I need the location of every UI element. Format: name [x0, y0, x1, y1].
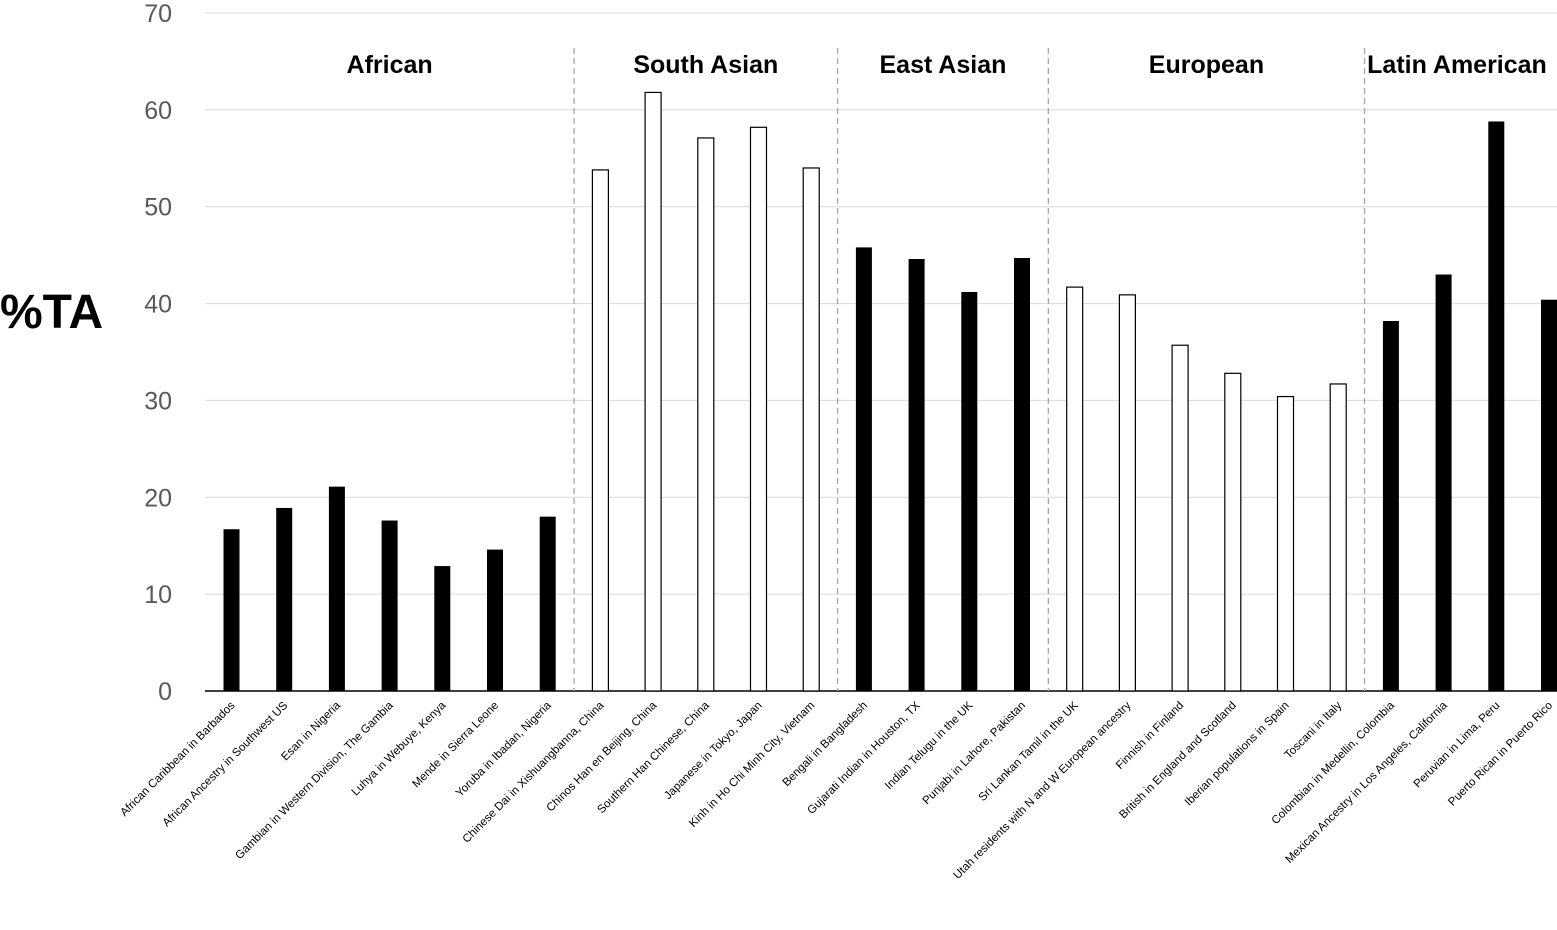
x-category-label: Iberian populations in Spain	[1183, 700, 1292, 809]
group-labels: African South Asian East Asian European Lati…	[347, 51, 1547, 79]
y-axis-label: %TA	[0, 286, 103, 339]
bar	[1066, 286, 1084, 692]
bar	[1541, 299, 1557, 691]
y-tick-label: 30	[144, 387, 172, 415]
x-category-label: Japanese in Tokyo, Japan	[662, 700, 764, 802]
bar	[1224, 372, 1242, 692]
bar	[697, 137, 715, 692]
x-category-label: Chinos Han en Beijing, China	[545, 699, 660, 814]
y-tick-label: 0	[158, 678, 172, 706]
bar	[434, 566, 451, 691]
x-category-label: Southern Han Chinese, China	[595, 699, 712, 816]
bars	[223, 91, 1557, 692]
x-category-label: Indian Telugu in the UK	[883, 699, 976, 792]
bar	[1014, 258, 1030, 691]
x-category-label: Luhya in Webuye, Kenya	[350, 699, 449, 798]
group-label: East Asian	[879, 51, 1006, 79]
x-category-label: Bengali in Bangladesh	[781, 700, 870, 789]
x-category-label: Puerto Rican in Puerto Rico	[1446, 700, 1555, 809]
bar	[908, 259, 925, 691]
x-category-label: British in England and Scotland	[1117, 700, 1239, 822]
group-label: European	[1149, 51, 1264, 79]
y-tick-label: 50	[144, 194, 172, 222]
x-category-label: Punjabi in Lahore, Pakistan	[921, 700, 1028, 807]
bar	[749, 126, 768, 692]
bar	[328, 486, 345, 691]
gridlines	[205, 12, 1557, 692]
x-category-label: Mende in Sierra Leone	[410, 700, 501, 791]
y-tick-label: 40	[144, 291, 172, 319]
x-category-label: Sri Lankan Tamil in the UK	[977, 699, 1081, 803]
y-tick-label: 20	[144, 484, 172, 512]
x-category-label: Yoruba in Ibadan, Nigeria	[454, 699, 554, 799]
bar	[591, 169, 610, 692]
bar	[644, 91, 662, 692]
bar	[223, 529, 240, 691]
y-tick-label: 10	[144, 581, 172, 609]
bar	[1382, 321, 1399, 691]
x-category-label: Peruvian in Lima, Peru	[1412, 700, 1503, 791]
x-category-label: African Caribbean in Barbados	[118, 699, 237, 818]
x-category-label: Gujarati Indian in Houston, TX	[805, 699, 923, 817]
y-tick-label: 60	[144, 97, 172, 125]
bar	[381, 520, 398, 691]
bar	[855, 247, 872, 691]
bar	[1118, 294, 1137, 692]
bar	[1435, 274, 1452, 691]
bar	[1171, 344, 1189, 692]
x-category-label: Utah residents with N and W European anc…	[951, 699, 1133, 881]
bar	[1276, 395, 1295, 692]
group-label: African	[347, 51, 433, 79]
y-axis-ticks: 0 10 20 30 40 50 60 70	[144, 0, 172, 706]
bar	[487, 549, 503, 691]
group-label: South Asian	[633, 51, 778, 79]
bar	[802, 167, 820, 692]
y-tick-label: 70	[144, 0, 172, 28]
bar	[1488, 121, 1505, 692]
group-label: Latin American	[1367, 51, 1547, 79]
bar	[539, 516, 556, 691]
bar	[961, 291, 978, 691]
bar	[276, 507, 293, 691]
bar	[1329, 383, 1347, 692]
group-separators	[573, 48, 1366, 691]
